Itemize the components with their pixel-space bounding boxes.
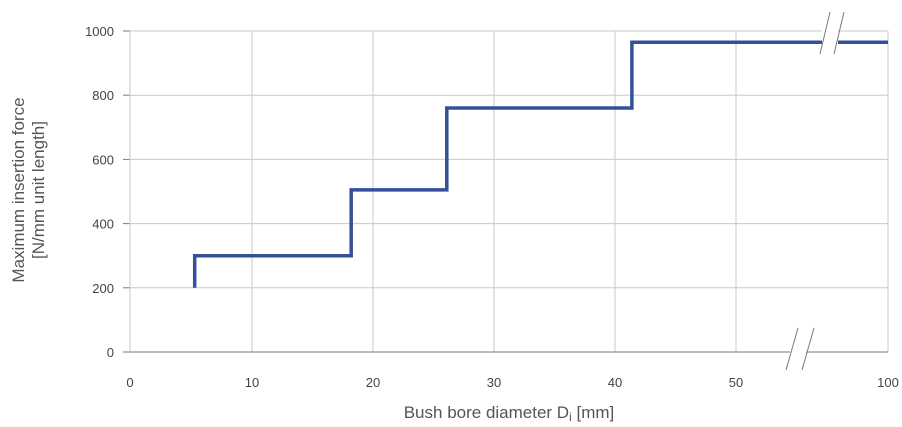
y-tick-label: 200	[92, 281, 114, 296]
series	[192, 40, 888, 288]
y-axis-title-line2: [N/mm unit length]	[29, 121, 48, 259]
x-tick-label: 10	[245, 375, 259, 390]
y-tick-labels: 0 200 400 600 800 1000	[85, 24, 114, 360]
y-tick-label: 800	[92, 88, 114, 103]
x-tick-label: 40	[608, 375, 622, 390]
x-tick-label: 50	[729, 375, 743, 390]
grid	[123, 30, 889, 353]
y-tick-label: 600	[92, 152, 114, 167]
x-tick-label: 30	[487, 375, 501, 390]
x-axis-title: Bush bore diameter Di [mm]	[404, 403, 615, 424]
series-line	[192, 40, 888, 288]
axis-break-top	[819, 11, 845, 58]
y-tick-label: 400	[92, 217, 114, 232]
y-tick-label: 0	[107, 345, 114, 360]
axis-break-bottom	[785, 327, 815, 371]
x-tick-label: 20	[366, 375, 380, 390]
x-tick-label: 100	[877, 375, 899, 390]
x-tick-labels: 0 10 20 30 40 50 100	[126, 375, 898, 390]
x-tick-label: 0	[126, 375, 133, 390]
y-tick-label: 1000	[85, 24, 114, 39]
y-axis-title-line1: Maximum insertion force	[9, 97, 28, 282]
